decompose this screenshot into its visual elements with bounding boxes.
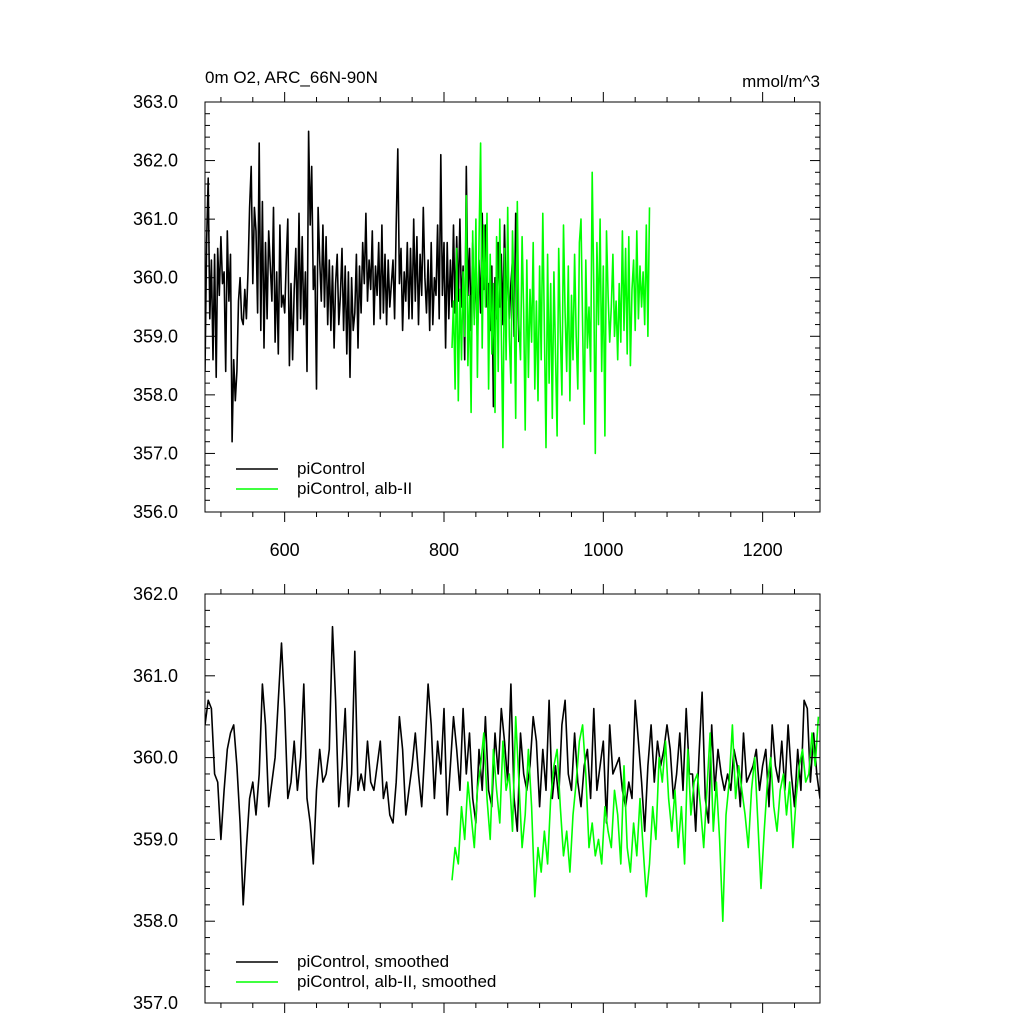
bottom-series-picontrol-line <box>205 625 820 906</box>
top-x-tick-label: 600 <box>270 540 300 560</box>
bottom-series-alb-ii-line <box>451 715 820 923</box>
top-chart-title: 0m O2, ARC_66N-90N <box>205 68 378 87</box>
bottom-y-tick-label: 360.0 <box>133 748 178 768</box>
top-y-tick-label: 361.0 <box>133 209 178 229</box>
top-y-tick-label: 363.0 <box>133 92 178 112</box>
bottom-legend-label: piControl, alb-II, smoothed <box>297 972 496 991</box>
top-chart-units: mmol/m^3 <box>742 72 820 91</box>
top-x-tick-label: 1200 <box>743 540 783 560</box>
bottom-y-tick-label: 362.0 <box>133 584 178 604</box>
top-y-tick-label: 362.0 <box>133 151 178 171</box>
top-plot-frame <box>204 101 821 513</box>
top-y-tick-label: 358.0 <box>133 385 178 405</box>
top-legend-label: piControl, alb-II <box>297 479 412 498</box>
bottom-y-tick-label: 357.0 <box>133 993 178 1013</box>
bottom-panel: 357.0 358.0 359.0 360.0 361.0 362.0 piControl,… <box>133 584 821 1013</box>
top-x-tick-label: 800 <box>429 540 459 560</box>
top-x-tick-label: 1000 <box>583 540 623 560</box>
top-series-alb-ii-line <box>451 142 651 455</box>
bottom-y-tick-label: 361.0 <box>133 666 178 686</box>
bottom-plot-frame <box>204 593 821 1004</box>
top-y-tick-label: 356.0 <box>133 502 178 522</box>
top-legend-label: piControl <box>297 459 365 478</box>
top-y-tick-label: 357.0 <box>133 443 178 463</box>
top-y-tick-label: 359.0 <box>133 326 178 346</box>
top-y-tick-label: 360.0 <box>133 268 178 288</box>
top-series-picontrol-line <box>205 130 520 443</box>
bottom-y-tick-label: 359.0 <box>133 829 178 849</box>
top-panel: 0m O2, ARC_66N-90N mmol/m^3 356.0 357.0 35… <box>133 68 821 560</box>
bottom-legend-label: piControl, smoothed <box>297 952 449 971</box>
bottom-y-tick-label: 358.0 <box>133 911 178 931</box>
